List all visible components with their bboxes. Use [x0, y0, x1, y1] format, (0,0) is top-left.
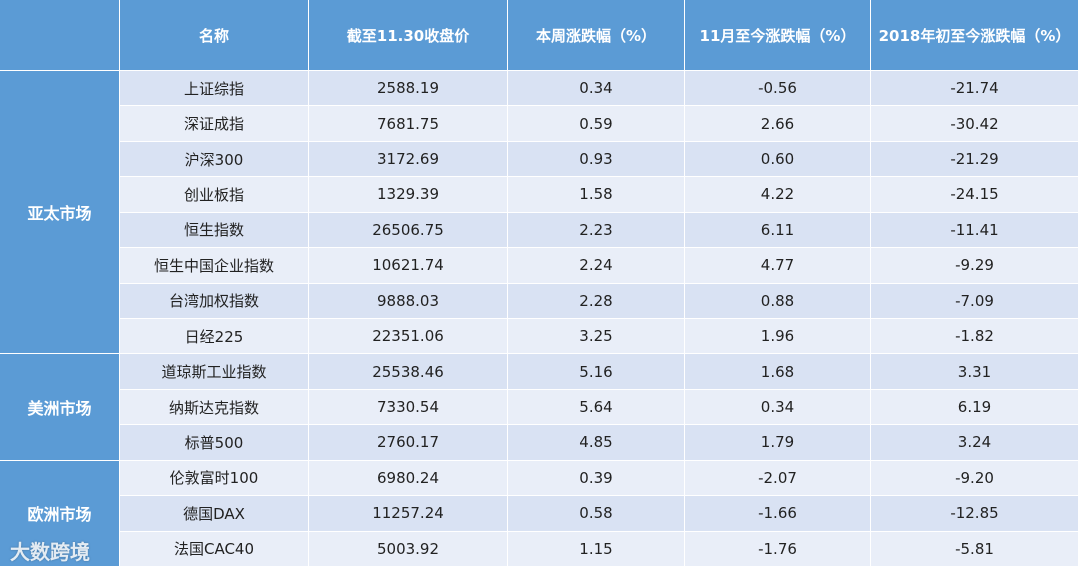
value-cell: 22351.06	[309, 319, 507, 354]
value-cell: 0.34	[508, 71, 684, 106]
index-name: 沪深300	[120, 141, 308, 177]
value-cell: 0.59	[508, 106, 684, 141]
group-label: 亚太市场	[0, 71, 119, 354]
index-name: 道琼斯工业指数	[120, 354, 308, 389]
column-header: 2018年初至今涨跌幅（%）	[871, 0, 1078, 70]
value-cell: 11257.24	[309, 496, 507, 531]
value-cell: 9888.03	[309, 283, 507, 318]
value-cell: 0.58	[508, 496, 684, 531]
value-cell: 0.39	[508, 460, 684, 496]
value-cell: 3172.69	[309, 141, 507, 177]
value-cell: 2.23	[508, 212, 684, 248]
value-cell: 25538.46	[309, 354, 507, 389]
index-name: 纳斯达克指数	[120, 389, 308, 425]
value-cell: 2588.19	[309, 71, 507, 106]
index-name: 台湾加权指数	[120, 283, 308, 318]
value-cell: 5.64	[508, 389, 684, 425]
value-cell: -1.82	[871, 319, 1078, 354]
value-cell: 1329.39	[309, 177, 507, 212]
value-cell: 3.25	[508, 319, 684, 354]
value-cell: 1.68	[685, 354, 870, 389]
index-name: 上证综指	[120, 71, 308, 106]
index-name: 德国DAX	[120, 496, 308, 531]
value-cell: 7681.75	[309, 106, 507, 141]
value-cell: -12.85	[871, 496, 1078, 531]
index-name: 恒生中国企业指数	[120, 248, 308, 283]
value-cell: 26506.75	[309, 212, 507, 248]
value-cell: 4.77	[685, 248, 870, 283]
value-cell: 2760.17	[309, 425, 507, 460]
value-cell: 1.15	[508, 531, 684, 566]
value-cell: 4.22	[685, 177, 870, 212]
value-cell: -21.29	[871, 141, 1078, 177]
watermark: 大数跨境	[10, 540, 90, 564]
index-name: 标普500	[120, 425, 308, 460]
index-name: 日经225	[120, 319, 308, 354]
value-cell: -5.81	[871, 531, 1078, 566]
value-cell: 7330.54	[309, 389, 507, 425]
value-cell: 5.16	[508, 354, 684, 389]
index-name: 创业板指	[120, 177, 308, 212]
value-cell: 6.11	[685, 212, 870, 248]
value-cell: 6.19	[871, 389, 1078, 425]
group-label: 美洲市场	[0, 354, 119, 460]
value-cell: -1.66	[685, 496, 870, 531]
column-header: 名称	[120, 0, 308, 70]
value-cell: 0.34	[685, 389, 870, 425]
index-name: 恒生指数	[120, 212, 308, 248]
value-cell: 2.28	[508, 283, 684, 318]
value-cell: -30.42	[871, 106, 1078, 141]
value-cell: -9.20	[871, 460, 1078, 496]
value-cell: 0.88	[685, 283, 870, 318]
value-cell: 3.24	[871, 425, 1078, 460]
value-cell: 4.85	[508, 425, 684, 460]
value-cell: 2.24	[508, 248, 684, 283]
value-cell: 2.66	[685, 106, 870, 141]
value-cell: 5003.92	[309, 531, 507, 566]
column-header: 截至11.30收盘价	[309, 0, 507, 70]
value-cell: 3.31	[871, 354, 1078, 389]
group-label: 欧洲市场	[0, 460, 119, 566]
value-cell: -24.15	[871, 177, 1078, 212]
column-header: 11月至今涨跌幅（%）	[685, 0, 870, 70]
value-cell: 6980.24	[309, 460, 507, 496]
value-cell: -0.56	[685, 71, 870, 106]
value-cell: 10621.74	[309, 248, 507, 283]
value-cell: -1.76	[685, 531, 870, 566]
value-cell: 1.96	[685, 319, 870, 354]
value-cell: -11.41	[871, 212, 1078, 248]
column-header: 本周涨跌幅（%）	[508, 0, 684, 70]
value-cell: -21.74	[871, 71, 1078, 106]
index-name: 伦敦富时100	[120, 460, 308, 496]
value-cell: 1.58	[508, 177, 684, 212]
value-cell: 0.60	[685, 141, 870, 177]
index-name: 法国CAC40	[120, 531, 308, 566]
header-blank	[0, 0, 119, 70]
index-name: 深证成指	[120, 106, 308, 141]
value-cell: -9.29	[871, 248, 1078, 283]
value-cell: -7.09	[871, 283, 1078, 318]
value-cell: 0.93	[508, 141, 684, 177]
value-cell: -2.07	[685, 460, 870, 496]
value-cell: 1.79	[685, 425, 870, 460]
